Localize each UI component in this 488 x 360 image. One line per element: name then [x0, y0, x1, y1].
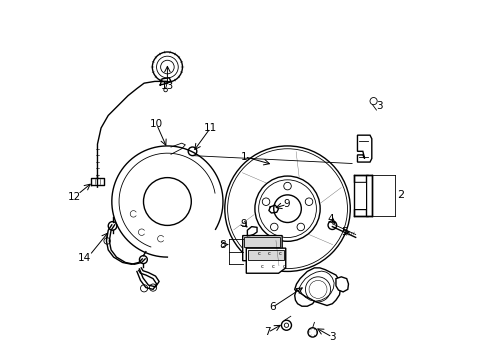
Text: 13: 13 — [161, 81, 174, 91]
Text: 11: 11 — [203, 123, 217, 133]
Circle shape — [283, 182, 291, 190]
Text: 9: 9 — [240, 219, 246, 229]
Text: 10: 10 — [150, 120, 163, 129]
Polygon shape — [242, 235, 282, 261]
Circle shape — [160, 60, 174, 74]
Text: 5: 5 — [341, 227, 347, 237]
Polygon shape — [246, 248, 285, 273]
Text: 12: 12 — [67, 192, 81, 202]
Circle shape — [270, 223, 278, 231]
Text: 2: 2 — [396, 190, 403, 201]
Text: 7: 7 — [264, 327, 270, 337]
Text: 14: 14 — [78, 253, 91, 263]
Polygon shape — [294, 289, 314, 306]
Circle shape — [305, 198, 312, 206]
Text: 3: 3 — [328, 332, 335, 342]
Text: c: c — [271, 264, 274, 269]
Text: c: c — [278, 251, 281, 256]
Text: c: c — [261, 264, 264, 269]
Text: c: c — [282, 264, 285, 269]
Polygon shape — [244, 237, 280, 247]
Polygon shape — [335, 277, 348, 292]
Circle shape — [296, 223, 304, 231]
Circle shape — [262, 198, 269, 206]
Text: 6: 6 — [268, 302, 275, 312]
Circle shape — [273, 195, 301, 222]
Text: 4: 4 — [326, 215, 333, 224]
Text: 8: 8 — [219, 239, 225, 249]
Polygon shape — [357, 135, 371, 162]
Text: 3: 3 — [375, 102, 382, 112]
Polygon shape — [294, 268, 340, 306]
Text: 1: 1 — [241, 152, 247, 162]
Polygon shape — [247, 250, 284, 260]
Text: 9: 9 — [283, 199, 289, 210]
Circle shape — [143, 177, 191, 225]
Text: c: c — [267, 251, 270, 256]
Text: c: c — [257, 251, 260, 256]
